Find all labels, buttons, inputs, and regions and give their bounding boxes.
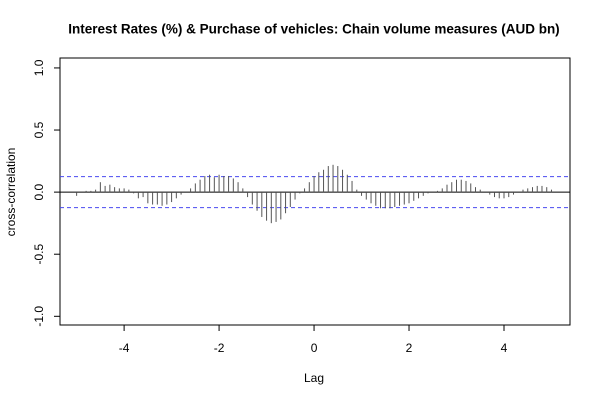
y-tick-label: -1.0 [32, 306, 46, 327]
plot-frame [59, 57, 571, 326]
y-tick-label: 1.0 [32, 59, 46, 76]
x-tick-label: -4 [119, 341, 130, 355]
y-tick-label: 0.0 [32, 183, 46, 200]
y-axis-label: cross-correlation [4, 148, 18, 237]
x-axis-label: Lag [304, 371, 324, 385]
x-tick-label: -2 [214, 341, 225, 355]
chart-title: Interest Rates (%) & Purchase of vehicle… [68, 22, 559, 37]
x-tick-label: 4 [501, 341, 508, 355]
y-tick-label: -0.5 [32, 244, 46, 265]
x-tick-label: 0 [311, 341, 318, 355]
x-tick-label: 2 [406, 341, 413, 355]
y-tick-label: 0.5 [32, 121, 46, 138]
